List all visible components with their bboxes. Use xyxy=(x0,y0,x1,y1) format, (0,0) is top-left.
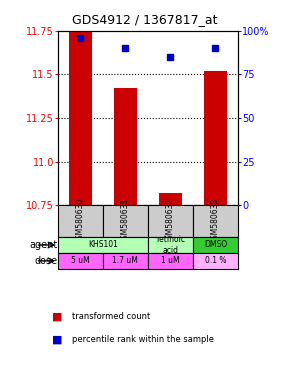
Bar xyxy=(148,205,193,237)
Text: dose: dose xyxy=(35,256,57,266)
Bar xyxy=(148,237,193,253)
Text: ■: ■ xyxy=(52,312,63,322)
Text: DMSO: DMSO xyxy=(204,240,227,250)
Bar xyxy=(114,88,137,205)
Text: percentile rank within the sample: percentile rank within the sample xyxy=(72,335,215,344)
Text: retinoic
acid: retinoic acid xyxy=(156,235,185,255)
Text: 0.1 %: 0.1 % xyxy=(204,257,226,265)
Text: ■: ■ xyxy=(52,335,63,345)
Bar xyxy=(193,253,238,269)
Bar xyxy=(148,253,193,269)
Bar xyxy=(103,253,148,269)
Text: agent: agent xyxy=(29,240,57,250)
Bar xyxy=(204,71,226,205)
Text: GDS4912 / 1367817_at: GDS4912 / 1367817_at xyxy=(72,13,218,26)
Bar xyxy=(159,193,182,205)
Text: GSM580630: GSM580630 xyxy=(76,198,85,244)
Bar xyxy=(103,205,148,237)
Bar xyxy=(69,33,92,205)
Text: GSM580632: GSM580632 xyxy=(166,198,175,244)
Text: 1.7 uM: 1.7 uM xyxy=(113,257,138,265)
Bar xyxy=(58,237,148,253)
Text: 5 uM: 5 uM xyxy=(71,257,90,265)
Text: KHS101: KHS101 xyxy=(88,240,118,250)
Text: transformed count: transformed count xyxy=(72,312,151,321)
Bar xyxy=(58,253,103,269)
Bar xyxy=(193,237,238,253)
Bar xyxy=(193,205,238,237)
Text: GSM580633: GSM580633 xyxy=(211,198,220,244)
Bar xyxy=(58,205,103,237)
Text: 1 uM: 1 uM xyxy=(161,257,180,265)
Text: GSM580631: GSM580631 xyxy=(121,198,130,244)
